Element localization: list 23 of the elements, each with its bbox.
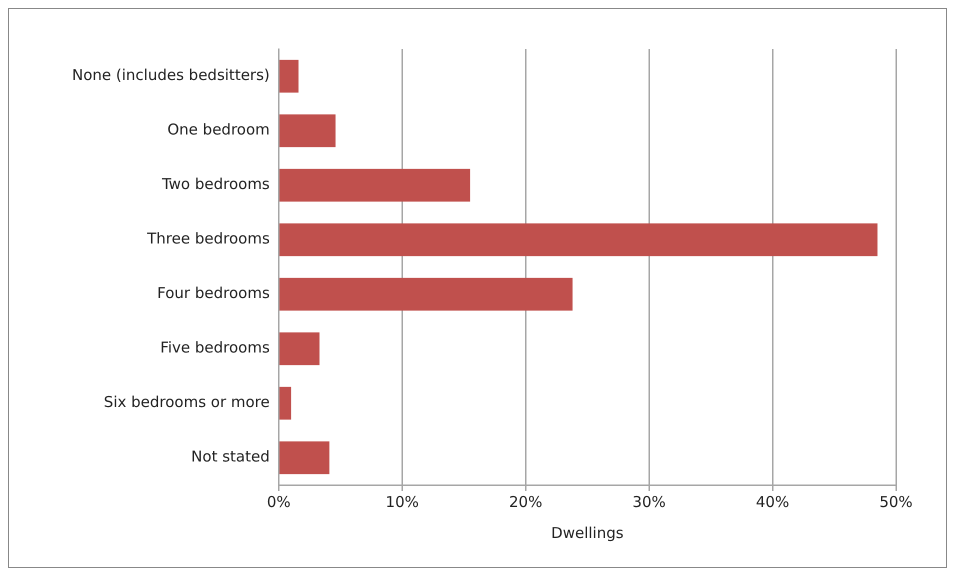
x-tick-label: 10% (386, 492, 419, 511)
bar (280, 60, 299, 93)
bar (280, 441, 330, 474)
x-tick-label: 30% (632, 492, 666, 511)
bar (280, 223, 878, 256)
bar (280, 386, 292, 420)
x-tick-label: 40% (756, 492, 790, 511)
bar (280, 114, 336, 148)
y-tick-label: Five bedrooms (160, 338, 270, 357)
x-tick-label: 50% (879, 492, 913, 511)
x-tick-label: 0% (266, 492, 291, 511)
x-axis-title: Dwellings (551, 524, 624, 542)
y-tick-label: Four bedrooms (157, 284, 270, 302)
y-tick-label: One bedroom (167, 120, 270, 139)
y-tick-label: Not stated (191, 448, 270, 466)
y-tick-label: Three bedrooms (146, 230, 270, 248)
y-tick-label: Six bedrooms or more (104, 393, 270, 412)
x-tick-label: 20% (508, 492, 542, 511)
y-tick-label: Two bedrooms (160, 175, 270, 194)
bar (280, 278, 573, 311)
bar (280, 332, 320, 366)
y-tick-label: None (includes bedsitters) (72, 66, 270, 84)
bar (280, 168, 470, 202)
